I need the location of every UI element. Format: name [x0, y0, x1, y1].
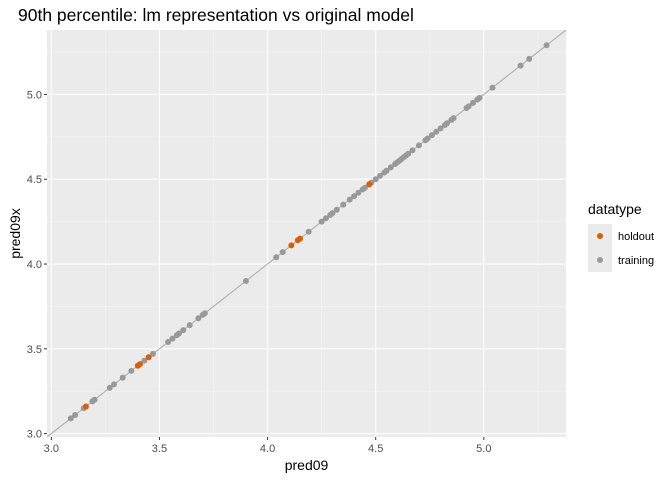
training-point [106, 384, 113, 391]
y-tick-label: 3.5 [27, 344, 42, 356]
y-tick-label: 4.0 [27, 259, 42, 271]
training-point [517, 62, 524, 69]
training-point [67, 415, 74, 422]
training-point [355, 189, 362, 196]
training-point [424, 135, 431, 142]
x-tick-label: 5.0 [476, 443, 491, 455]
x-axis: 3.0 3.5 4.0 4.5 5.0 [44, 437, 491, 455]
holdout-points [82, 181, 373, 410]
minor-gridlines [47, 30, 566, 437]
training-point [305, 228, 312, 235]
training-point [329, 210, 336, 217]
training-point [119, 374, 126, 381]
training-point [279, 249, 286, 256]
training-point [444, 120, 451, 127]
training-point [476, 94, 483, 101]
training-point [318, 218, 325, 225]
legend-dot-training [597, 257, 603, 263]
y-axis: 3.0 3.5 4.0 4.5 5.0 [27, 89, 47, 441]
training-point [470, 99, 477, 106]
training-point [242, 277, 249, 284]
y-tick-label: 3.0 [27, 429, 42, 441]
holdout-point [82, 403, 89, 410]
training-point [405, 150, 412, 157]
training-point [201, 310, 208, 317]
training-point [387, 164, 394, 171]
y-tick-label: 4.5 [27, 174, 42, 186]
training-point [346, 196, 353, 203]
training-point [415, 142, 422, 149]
legend: datatype holdout training [588, 201, 654, 272]
x-tick-label: 3.5 [152, 443, 167, 455]
training-point [91, 396, 98, 403]
training-point [175, 330, 182, 337]
holdout-point [136, 361, 143, 368]
legend-dot-holdout [597, 233, 603, 239]
training-point [72, 411, 79, 418]
training-point [372, 176, 379, 183]
training-point [273, 254, 280, 261]
training-point [333, 206, 340, 213]
training-point [433, 128, 440, 135]
legend-label-training: training [618, 255, 654, 267]
training-point [195, 315, 202, 322]
training-point [149, 350, 156, 357]
training-point [428, 132, 435, 139]
x-tick-label: 3.0 [44, 443, 59, 455]
legend-label-holdout: holdout [618, 231, 654, 243]
training-point [169, 335, 176, 342]
y-axis-title: pred09x [7, 208, 23, 259]
major-gridlines [47, 30, 566, 437]
training-point [465, 103, 472, 110]
chart-title: 90th percentile: lm representation vs or… [18, 5, 414, 25]
training-point [526, 55, 533, 62]
training-point [128, 367, 135, 374]
training-point [437, 125, 444, 132]
holdout-point [297, 235, 304, 242]
holdout-point [288, 242, 295, 249]
training-point [409, 147, 416, 154]
x-tick-label: 4.5 [368, 443, 383, 455]
training-point [141, 357, 148, 364]
training-point [180, 327, 187, 334]
training-point [351, 193, 358, 200]
training-point [322, 215, 329, 222]
x-tick-label: 4.0 [260, 443, 275, 455]
training-point [361, 184, 368, 191]
training-point [165, 339, 172, 346]
x-axis-title: pred09 [285, 457, 329, 473]
training-point [450, 115, 457, 122]
training-point [111, 381, 118, 388]
training-point [383, 167, 390, 174]
holdout-point [145, 354, 152, 361]
training-point [489, 84, 496, 91]
training-point [543, 42, 550, 49]
holdout-point [366, 181, 373, 188]
y-tick-label: 5.0 [27, 89, 42, 101]
legend-title: datatype [588, 201, 642, 217]
training-point [340, 201, 347, 208]
training-point [377, 172, 384, 179]
training-point [186, 322, 193, 329]
